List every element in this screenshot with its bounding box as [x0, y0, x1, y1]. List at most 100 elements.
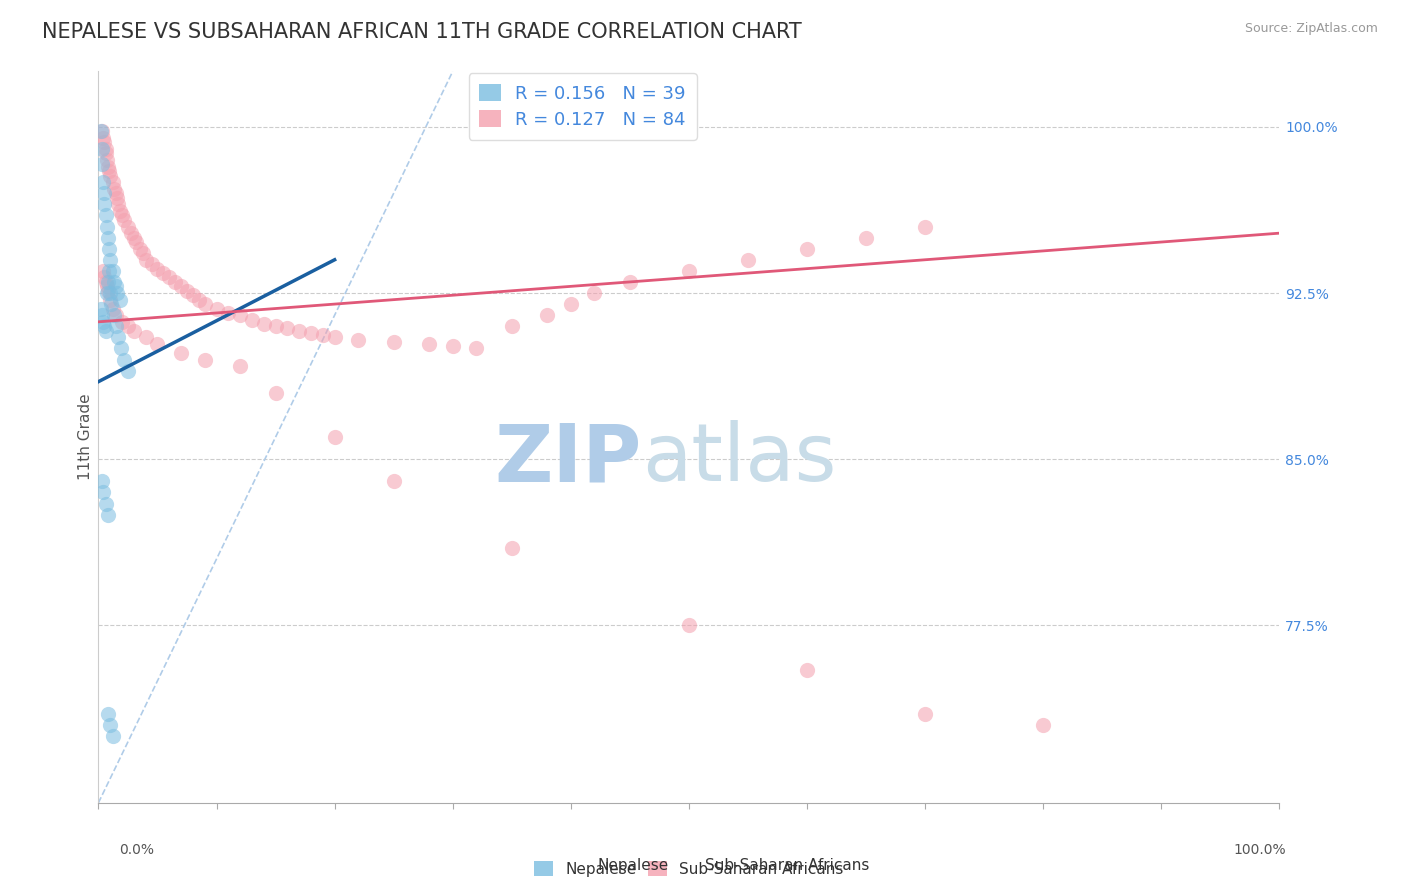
Text: Sub-Saharan Africans: Sub-Saharan Africans — [706, 858, 869, 873]
Text: 100.0%: 100.0% — [1234, 843, 1286, 857]
Y-axis label: 11th Grade: 11th Grade — [77, 393, 93, 481]
Point — [619, 275, 641, 289]
Point — [125, 235, 148, 249]
Point — [94, 324, 117, 338]
Point — [181, 288, 204, 302]
Point — [91, 124, 114, 138]
Point — [146, 337, 169, 351]
Point — [276, 321, 298, 335]
Point — [98, 293, 121, 307]
Point — [323, 430, 346, 444]
Point — [264, 319, 287, 334]
Point — [441, 339, 464, 353]
Point — [91, 315, 114, 329]
Point — [94, 275, 117, 289]
Point — [914, 219, 936, 234]
Point — [107, 330, 129, 344]
Point — [583, 285, 606, 300]
Text: NEPALESE VS SUBSAHARAN AFRICAN 11TH GRADE CORRELATION CHART: NEPALESE VS SUBSAHARAN AFRICAN 11TH GRAD… — [42, 22, 801, 42]
Point — [117, 319, 139, 334]
Point — [94, 209, 117, 223]
Point — [112, 212, 135, 227]
Point — [91, 142, 114, 156]
Point — [501, 541, 523, 555]
Point — [101, 729, 124, 743]
Point — [796, 663, 818, 677]
Point — [855, 230, 877, 244]
Point — [97, 707, 120, 722]
Point — [194, 297, 217, 311]
Point — [98, 242, 121, 256]
Point — [132, 246, 155, 260]
Point — [253, 317, 276, 331]
Point — [91, 475, 114, 489]
Point — [157, 270, 180, 285]
Point — [96, 279, 118, 293]
Point — [91, 157, 114, 171]
Point — [382, 334, 405, 349]
Point — [165, 275, 187, 289]
Point — [91, 308, 114, 322]
Point — [135, 252, 157, 267]
Point — [678, 264, 700, 278]
Point — [152, 266, 174, 280]
Point — [97, 230, 120, 244]
Text: Source: ZipAtlas.com: Source: ZipAtlas.com — [1244, 22, 1378, 36]
Point — [176, 284, 198, 298]
Point — [105, 279, 128, 293]
Point — [101, 301, 124, 316]
Point — [108, 293, 131, 307]
Point — [323, 330, 346, 344]
Point — [98, 718, 121, 732]
Point — [737, 252, 759, 267]
Point — [105, 308, 128, 322]
Point — [465, 342, 488, 356]
Point — [98, 285, 121, 300]
Point — [122, 324, 145, 338]
Point — [170, 279, 193, 293]
Point — [141, 257, 163, 271]
Point — [117, 219, 139, 234]
Point — [108, 204, 131, 219]
Point — [97, 275, 120, 289]
Text: 0.0%: 0.0% — [120, 843, 155, 857]
Point — [105, 285, 128, 300]
Point — [91, 131, 114, 145]
Point — [240, 312, 263, 326]
Point — [103, 275, 125, 289]
Point — [1032, 718, 1054, 732]
Point — [121, 226, 143, 240]
Point — [187, 293, 209, 307]
Point — [93, 319, 115, 334]
Point — [98, 252, 121, 267]
Point — [128, 242, 150, 256]
Point — [299, 326, 322, 340]
Point — [91, 264, 114, 278]
Point — [194, 352, 217, 367]
Point — [229, 308, 252, 322]
Point — [418, 337, 440, 351]
Point — [96, 285, 118, 300]
Point — [205, 301, 228, 316]
Point — [112, 352, 135, 367]
Point — [105, 186, 128, 201]
Point — [105, 319, 128, 334]
Legend: Nepalese, Sub-Saharan Africans: Nepalese, Sub-Saharan Africans — [529, 855, 849, 883]
Point — [94, 146, 117, 161]
Point — [101, 264, 124, 278]
Point — [97, 284, 120, 298]
Point — [93, 136, 115, 150]
Point — [103, 182, 125, 196]
Point — [103, 308, 125, 322]
Text: atlas: atlas — [641, 420, 837, 498]
Point — [382, 475, 405, 489]
Point — [101, 175, 124, 189]
Point — [93, 186, 115, 201]
Point — [111, 209, 134, 223]
Point — [501, 319, 523, 334]
Point — [93, 270, 115, 285]
Point — [100, 297, 122, 311]
Point — [117, 363, 139, 377]
Point — [135, 330, 157, 344]
Point — [98, 169, 121, 183]
